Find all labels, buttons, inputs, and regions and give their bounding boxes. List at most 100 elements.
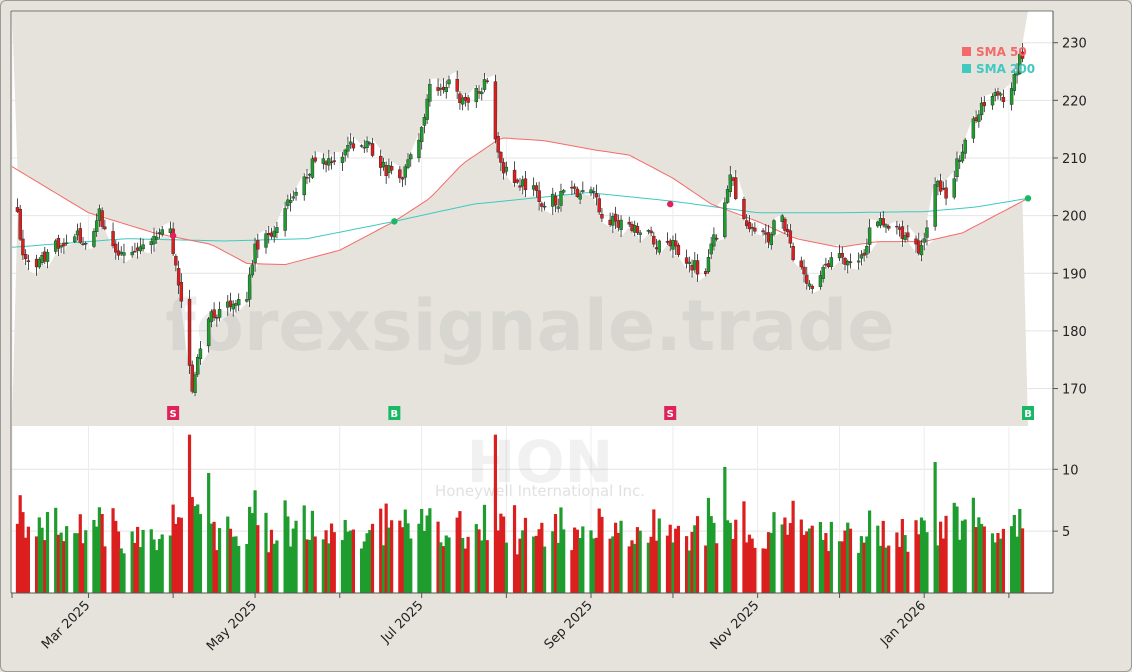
candle-body (553, 195, 558, 206)
volume-bar (635, 527, 640, 593)
candle-body (846, 260, 850, 266)
volume-bar (54, 507, 58, 593)
volume-bar (974, 527, 978, 593)
volume-bar (745, 542, 749, 593)
volume-bar (941, 538, 945, 593)
candle-body (496, 135, 500, 153)
volume-bar (444, 535, 448, 593)
volume-bar (693, 525, 697, 593)
volume-bar (551, 531, 555, 593)
volume-bar (198, 514, 203, 593)
candle-body (302, 176, 306, 196)
candle-body (152, 235, 156, 245)
volume-bar (75, 533, 80, 593)
candle-body (676, 244, 681, 255)
candle-body (160, 229, 164, 235)
volume-bar (171, 504, 175, 593)
candle-body (561, 190, 566, 193)
volume-bar (119, 548, 123, 593)
volume-bar (95, 526, 99, 593)
candle-body (887, 225, 891, 229)
volume-bar (933, 462, 937, 593)
volume-bar (368, 529, 372, 593)
volume-bar (447, 537, 451, 593)
candle-body (466, 97, 470, 103)
volume-bar (305, 539, 309, 593)
candle-body (933, 184, 937, 227)
volume-bar (379, 508, 383, 593)
candle-body (130, 251, 134, 256)
candle-body (714, 237, 719, 240)
candle-body (963, 139, 967, 154)
volume-bar (512, 505, 517, 593)
volume-bar (592, 538, 596, 593)
candle-body (742, 198, 746, 219)
volume-bar (81, 543, 85, 593)
volume-bar (952, 502, 956, 593)
candle-body (750, 227, 754, 229)
candle-body (938, 180, 943, 192)
volume-bar (455, 517, 459, 593)
volume-bar (996, 532, 1000, 593)
volume-bar (226, 516, 230, 593)
trend-shade-upper (12, 11, 1028, 264)
candle-body (236, 299, 241, 306)
candle-body (979, 102, 984, 116)
candle-body (504, 166, 509, 172)
volume-bar (734, 519, 738, 593)
candle-body (540, 203, 544, 207)
volume-bar (441, 546, 446, 593)
volume-bar (1001, 528, 1006, 593)
volume-bar (43, 540, 47, 593)
candle-body (971, 118, 976, 139)
volume-bar (174, 523, 178, 593)
candle-body (275, 227, 279, 233)
candle-body (635, 226, 640, 233)
volume-bar (515, 554, 519, 593)
signal-dot (1024, 195, 1032, 202)
candle-body (482, 79, 487, 90)
candle-body (977, 114, 981, 122)
legend-label-sma200: SMA 200 (976, 62, 1035, 76)
candle-body (196, 356, 200, 375)
candle-body (403, 166, 407, 178)
candle-body (171, 228, 175, 254)
candle-body (253, 243, 257, 263)
volume-bar (821, 539, 825, 593)
candle-body (572, 186, 577, 189)
volume-bar (709, 516, 713, 593)
volume-bar (482, 504, 487, 593)
candle-body (687, 261, 692, 264)
volume-bar (390, 520, 394, 593)
candle-body (684, 257, 689, 264)
candle-body (56, 238, 61, 249)
candle-body (783, 218, 787, 231)
volume-bar (925, 532, 929, 593)
volume-bar (906, 551, 910, 593)
candle-body (310, 158, 315, 178)
candle-body (133, 250, 137, 253)
candle-body (594, 193, 599, 198)
volume-bar (573, 527, 577, 593)
candle-body (264, 233, 268, 248)
candle-body (141, 244, 145, 250)
candle-body (193, 374, 197, 393)
candle-body (638, 232, 642, 235)
candle-body (922, 238, 926, 243)
candle-body (960, 151, 965, 162)
volume-bar (21, 512, 25, 593)
volume-bar (283, 500, 287, 593)
volume-bar (193, 506, 197, 593)
candle-body (559, 191, 563, 206)
volume-bar (65, 526, 69, 593)
candle-body (422, 117, 427, 126)
candle-body (59, 245, 63, 248)
volume-bar (15, 523, 20, 593)
signal-badge (664, 406, 677, 420)
volume-bar (313, 536, 317, 593)
time-tick-label: Jul 2025 (378, 598, 427, 647)
candle-body (174, 256, 178, 266)
volume-bar (799, 519, 803, 593)
volume-bar (846, 522, 850, 593)
